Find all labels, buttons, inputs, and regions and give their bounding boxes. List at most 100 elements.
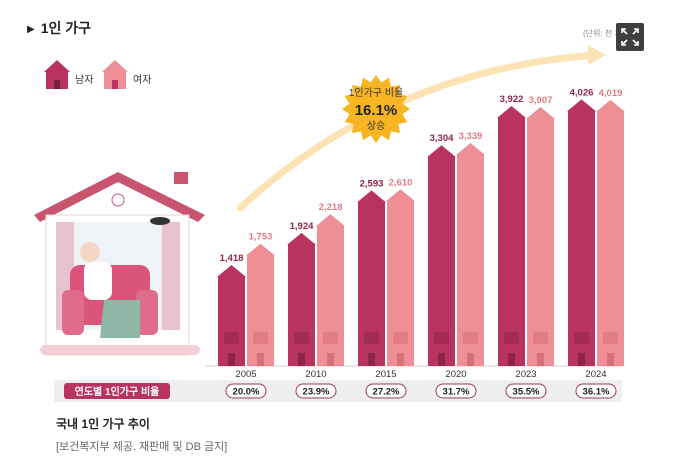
ratio-pill [365, 383, 407, 399]
bar-roof [526, 106, 555, 119]
ratio-value-2015: 27.2% [373, 387, 400, 398]
callout-badge: 1인가구 비율 16.1% 상승 [342, 75, 410, 143]
bar-roof [217, 264, 246, 277]
x-tick-label: 2010 [305, 369, 326, 380]
data-label-2023-male: 3,922 [500, 94, 524, 105]
bar-window [434, 332, 449, 344]
ratio-pill [435, 383, 477, 399]
bar-group: 1,418 1,753 2005 1,924 2,218 2010 2,593 2,610 20… [217, 87, 625, 380]
bar-roof [596, 99, 625, 112]
bar-window [393, 332, 408, 344]
data-label-2024-male: 4,026 [570, 87, 594, 98]
data-label-2024-female: 4,019 [599, 88, 623, 99]
data-label-2005-female: 1,753 [249, 232, 273, 243]
data-label-2015-female: 2,610 [389, 177, 413, 188]
ratio-pill [295, 383, 337, 399]
bar-body [568, 110, 595, 366]
bar-door [607, 353, 614, 366]
ratio-value-2005: 20.0% [233, 387, 260, 398]
bar-door [397, 353, 404, 366]
legend: 남자 여자 [44, 60, 151, 89]
bar-roof [456, 143, 485, 156]
bar-2015-female [386, 189, 415, 366]
unit-label: (단위: 천 가구) [583, 29, 632, 38]
bar-2010-female [316, 214, 345, 366]
bar-roof [357, 190, 386, 203]
bar-window [224, 332, 239, 344]
bar-body [498, 116, 525, 367]
bar-window [603, 332, 618, 344]
x-tick-label: 2020 [445, 369, 466, 380]
bar-2023-male [497, 105, 526, 367]
bar-window [533, 332, 548, 344]
bar-roof [497, 105, 526, 118]
data-label-2010-male: 1,924 [290, 221, 314, 232]
x-tick-label: 2005 [235, 369, 256, 380]
bar-door [327, 353, 334, 366]
bar-body [317, 225, 344, 366]
house-illustration [34, 172, 205, 356]
source-note: [보건복지부 제공. 재판매 및 DB 금지] [56, 441, 228, 453]
bar-roof [427, 145, 456, 158]
bar-door [438, 353, 445, 366]
bar-window [253, 332, 268, 344]
x-tick-label: 2024 [585, 369, 606, 380]
x-tick-label: 2015 [375, 369, 396, 380]
bar-door [578, 353, 585, 366]
bar-2005-female [246, 243, 275, 366]
ratio-pill [575, 383, 617, 399]
expand-icon [621, 28, 639, 46]
legend-male-icon [44, 60, 70, 89]
trend-arrowhead [588, 45, 606, 65]
bar-2023-female [526, 106, 555, 366]
bar-2005-male [217, 264, 246, 366]
bar-roof [287, 232, 316, 245]
bar-door [228, 353, 235, 366]
bar-roof [246, 243, 275, 256]
callout-line3: 상승 [367, 120, 385, 132]
ratio-pill [505, 383, 547, 399]
ratio-value-2024: 36.1% [583, 387, 610, 398]
bar-door [508, 353, 515, 366]
bar-window [364, 332, 379, 344]
chart-heading: ▶ 1인 가구 [27, 20, 92, 36]
bar-roof [567, 99, 596, 112]
data-label-2005-male: 1,418 [220, 253, 244, 264]
data-label-2023-female: 3,907 [529, 95, 553, 106]
bar-door [257, 353, 264, 366]
expand-button[interactable] [616, 23, 644, 51]
bar-body [218, 275, 245, 366]
legend-male-label: 남자 [75, 74, 93, 86]
bar-2024-female [596, 99, 625, 366]
bar-window [504, 332, 519, 344]
bar-body [247, 254, 274, 366]
bar-body [288, 243, 315, 366]
bar-2024-male [567, 99, 596, 366]
data-label-2020-male: 3,304 [430, 133, 454, 144]
bar-roof [316, 214, 345, 227]
bar-body [597, 110, 624, 366]
x-tick-label: 2023 [515, 369, 536, 380]
bar-door [467, 353, 474, 366]
chart-caption: 국내 1인 가구 추이 [56, 417, 150, 431]
ratio-label: 연도별 1인가구 비율 [75, 385, 160, 398]
data-label-2020-female: 3,339 [459, 131, 483, 142]
bar-door [298, 353, 305, 366]
bar-door [537, 353, 544, 366]
legend-female-icon [102, 60, 128, 89]
ratio-band [54, 380, 622, 402]
callout-value: 16.1% [355, 102, 398, 119]
bar-body [527, 117, 554, 366]
bar-2010-male [287, 232, 316, 366]
chart-title: 1인 가구 [40, 20, 92, 36]
bar-window [463, 332, 478, 344]
legend-female-label: 여자 [133, 74, 151, 86]
bar-body [428, 156, 455, 366]
ratio-pill [225, 383, 267, 399]
data-label-2010-female: 2,218 [319, 202, 343, 213]
data-label-2015-male: 2,593 [360, 178, 384, 189]
ratio-value-2023: 35.5% [513, 387, 540, 398]
ratio-value-2020: 31.7% [443, 387, 470, 398]
ratio-group: 20.0% 23.9% 27.2% 31.7% 35.5% 36.1% [225, 383, 617, 399]
